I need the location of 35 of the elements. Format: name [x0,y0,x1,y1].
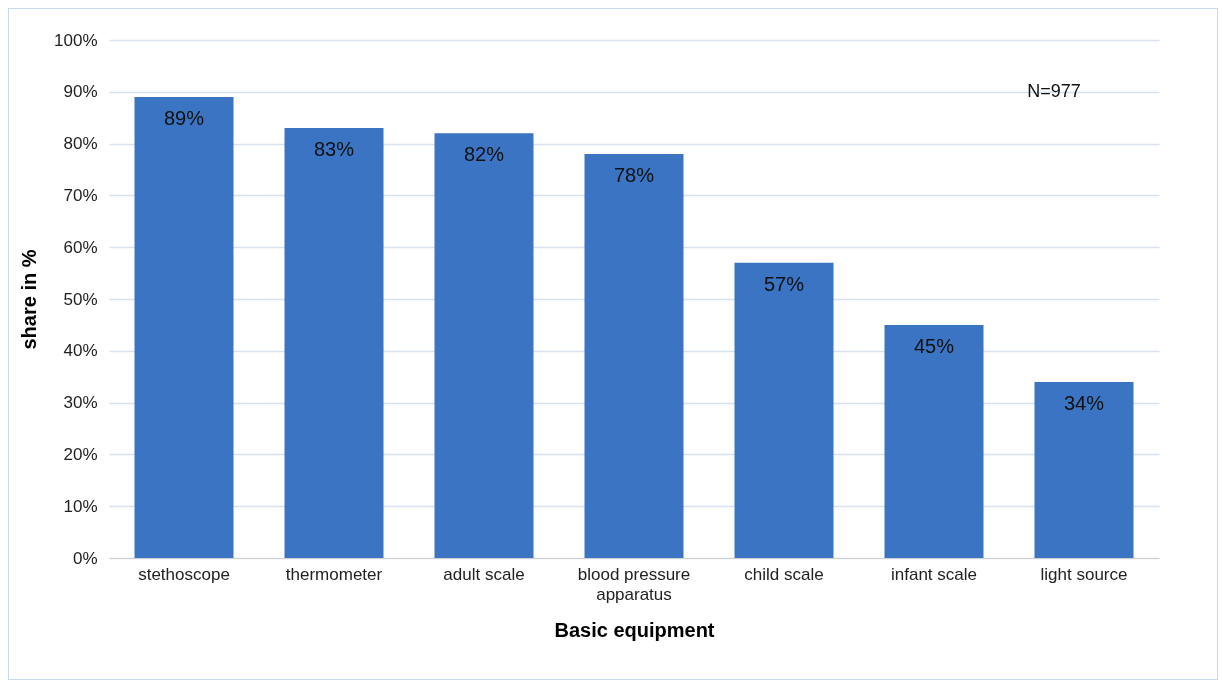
x-tick-label: child scale [744,564,824,584]
y-tick-label: 0% [72,548,98,568]
data-label: 34% [1063,391,1105,414]
x-tick-label: thermometer [285,564,383,584]
y-tick-label: 100% [54,30,98,50]
x-tick-label: infant scale [891,564,977,584]
y-tick-label: 20% [63,444,98,464]
bar [434,133,534,558]
x-tick-label: adult scale [443,564,525,584]
y-tick-label: 30% [63,393,98,413]
data-label: 78% [613,163,655,186]
y-tick-label: 60% [63,237,98,257]
y-tick-label: 50% [63,289,98,309]
x-tick-label: light source [1040,564,1128,584]
bar [1034,381,1134,558]
x-axis-title: Basic equipment [554,618,715,641]
y-tick-label: 80% [63,134,98,154]
bar [584,153,684,558]
bar [134,96,234,558]
annotation: N=977 [1027,80,1081,101]
bar [284,128,384,558]
data-label: 57% [763,272,805,295]
y-tick-label: 40% [63,341,98,361]
x-tick-label: blood pressure apparatus [577,564,691,604]
y-tick-label: 90% [63,82,98,102]
y-tick-label: 10% [63,496,98,516]
y-tick-label: 70% [63,185,98,205]
data-label: 82% [463,143,505,166]
x-tick-label: stethoscope [138,564,230,584]
bar [884,324,984,558]
data-label: 45% [913,334,955,357]
data-label: 83% [313,138,355,161]
y-axis-title: share in % [18,249,41,350]
bar [734,262,834,558]
data-label: 89% [163,106,205,129]
